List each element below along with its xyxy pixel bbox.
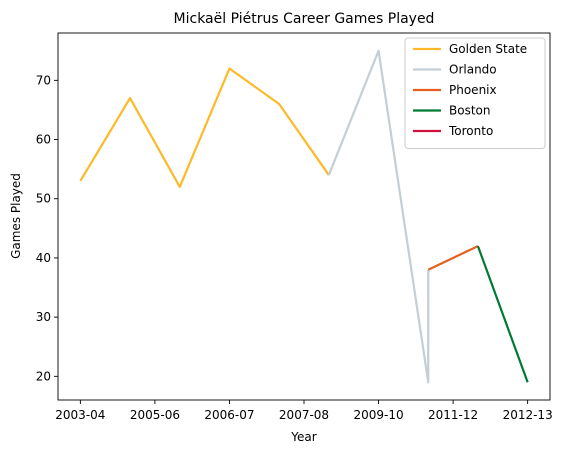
series-line-orlando bbox=[327, 49, 430, 384]
y-tick-label: 20 bbox=[36, 369, 51, 383]
x-tick-label: 2011-12 bbox=[428, 408, 478, 422]
y-axis-label: Games Played bbox=[9, 173, 23, 259]
x-tick-label: 2003-04 bbox=[55, 408, 105, 422]
y-tick-label: 50 bbox=[36, 192, 51, 206]
legend: Golden State Orlando Phoenix Boston Toronto bbox=[404, 37, 546, 149]
x-tick-label: 2007-08 bbox=[279, 408, 329, 422]
y-tick-label: 40 bbox=[36, 251, 51, 265]
x-tick-label: 2006-07 bbox=[204, 408, 254, 422]
x-axis-label: Year bbox=[290, 430, 316, 444]
legend-label-orlando: Orlando bbox=[449, 63, 497, 77]
legend-label-phoenix: Phoenix bbox=[449, 83, 497, 97]
legend-label-toronto: Toronto bbox=[448, 124, 493, 138]
legend-label-boston: Boston bbox=[449, 104, 490, 118]
x-tick-label: 2005-06 bbox=[130, 408, 180, 422]
series-line-boston bbox=[476, 245, 529, 383]
y-tick-label: 60 bbox=[36, 133, 51, 147]
chart-title: Mickaël Piétrus Career Games Played bbox=[174, 11, 435, 27]
legend-box bbox=[404, 37, 546, 149]
y-tick-label: 30 bbox=[36, 310, 51, 324]
series-line-golden-state bbox=[79, 67, 330, 188]
series-line-phoenix bbox=[427, 245, 479, 271]
legend-label-golden-state: Golden State bbox=[449, 42, 527, 56]
x-tick-label: 2012-13 bbox=[503, 408, 553, 422]
y-tick-label: 70 bbox=[36, 73, 51, 87]
x-tick-label: 2009-10 bbox=[353, 408, 403, 422]
plot-area: 20 30 40 50 60 70 2003-04 2005-06 2006-07 2007-08… bbox=[36, 32, 553, 422]
